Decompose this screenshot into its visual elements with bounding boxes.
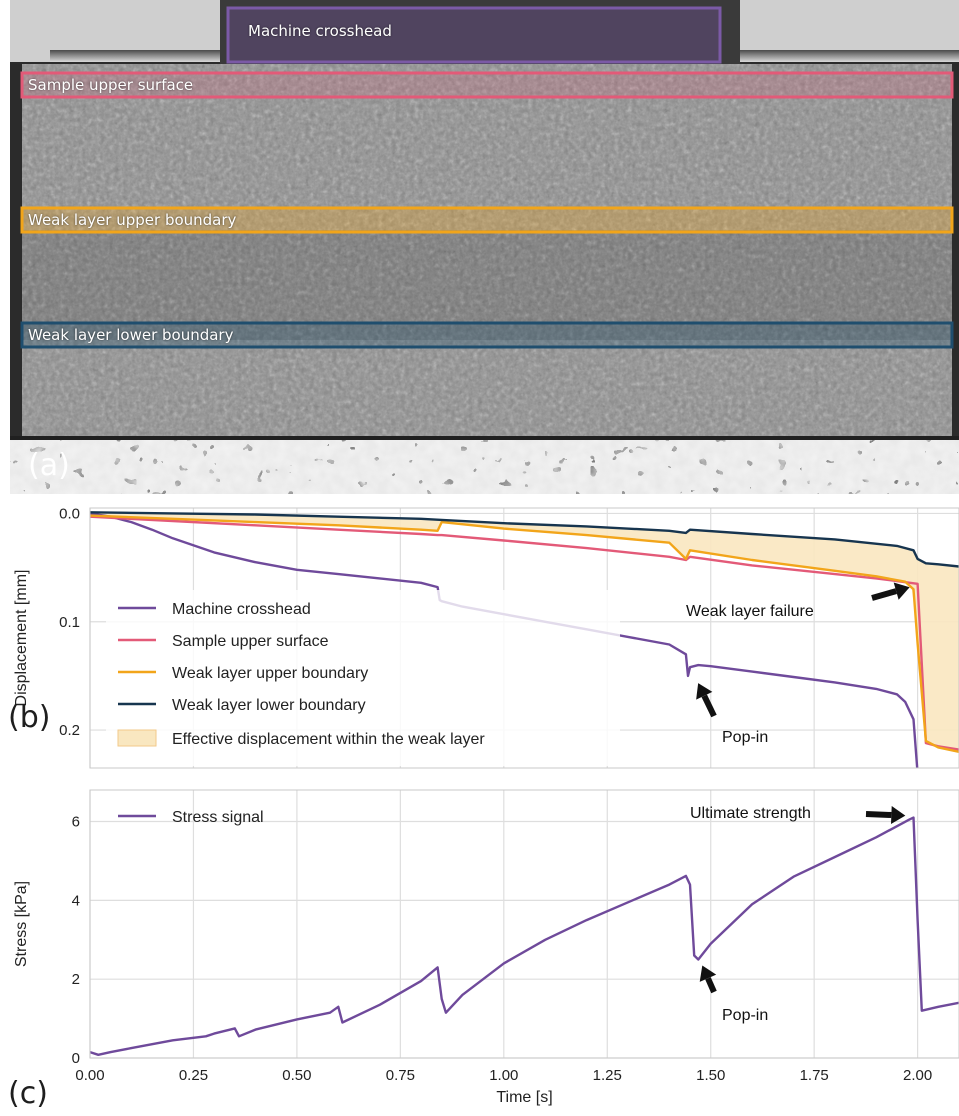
- c-ytick-label-1: 2: [72, 971, 80, 988]
- annotation-weak-layer-failure: Weak layer failure: [686, 603, 814, 620]
- arrow-pop-in-c: [699, 965, 717, 994]
- arrow-ultimate-strength: [865, 806, 906, 825]
- displacement-chart: 0.0 0.1 0.2 Displacement [mm] Machine cros…: [13, 505, 959, 769]
- roi-label-weak-upper: Weak layer upper boundary: [28, 211, 237, 229]
- panel-letter-b: (b): [8, 700, 51, 735]
- stress-lines: [90, 816, 959, 1056]
- stress-x-ticks: 0.00 0.25 0.50 0.75 1.00 1.25 1.50 1.75 2.00: [75, 1067, 932, 1084]
- c-ytick-label-0: 0: [72, 1050, 80, 1067]
- roi-label-weak-lower: Weak layer lower boundary: [28, 326, 234, 344]
- arrow-pop-in-c-head: [699, 965, 717, 982]
- sample-image-panel: Machine crosshead Sample upper surface W…: [10, 0, 959, 494]
- b-legend-bg: [106, 590, 620, 766]
- annotation-ultimate-strength: Ultimate strength: [690, 805, 811, 822]
- displacement-y-ticks: 0.0 0.1 0.2: [59, 505, 80, 739]
- c-xtick-label-2: 0.50: [282, 1067, 311, 1084]
- b-ytick-label-1: 0.1: [59, 614, 80, 631]
- series-line-weak-lower: [90, 511, 959, 568]
- legend-label-weak-lower: Weak layer lower boundary: [172, 697, 366, 714]
- c-xtick-label-7: 1.75: [800, 1067, 829, 1084]
- series-line-stress: [90, 816, 959, 1056]
- c-xtick-label-6: 1.50: [696, 1067, 725, 1084]
- stress-y-label: Stress [kPa]: [13, 881, 30, 967]
- arrow-ultimate-strength-shaft: [865, 811, 892, 819]
- stress-chart: 0 2 4 6 0.00 0.25 0.50 0.75 1.00 1.25 1.50 1.75 2.0…: [13, 789, 959, 1106]
- legend-label-fill: Effective displacement within the weak l…: [172, 731, 485, 748]
- stress-grid: [89, 790, 959, 1059]
- annotation-pop-in-c: Pop-in: [722, 1007, 768, 1024]
- time-x-label: Time [s]: [496, 1089, 552, 1106]
- arrow-ultimate-strength-head: [890, 806, 906, 825]
- legend-label-stress: Stress signal: [172, 809, 264, 826]
- stress-plot-frame: [89, 789, 959, 1059]
- arrow-weak-layer-failure-head: [893, 582, 910, 600]
- c-xtick-label-4: 1.00: [489, 1067, 518, 1084]
- c-ytick-label-2: 4: [72, 892, 80, 909]
- legend-label-upper-surface: Sample upper surface: [172, 633, 329, 650]
- c-xtick-label-5: 1.25: [593, 1067, 622, 1084]
- roi-weak-upper-box: [20, 206, 954, 234]
- arrow-pop-in-b: [696, 683, 717, 718]
- arrow-weak-layer-failure: [871, 582, 910, 601]
- c-xtick-label-8: 2.00: [903, 1067, 932, 1084]
- series-line-upper-surface: [90, 515, 959, 751]
- arrow-weak-layer-failure-shaft: [871, 588, 897, 601]
- roi-upper-surface-box: [20, 71, 954, 99]
- legend-label-crosshead: Machine crosshead: [172, 601, 311, 618]
- arrow-pop-in-c-shaft: [705, 977, 717, 994]
- charts-area: 0.0 0.1 0.2 Displacement [mm] Machine cros…: [13, 505, 959, 1106]
- panel-letter-c: (c): [8, 1076, 48, 1111]
- c-xtick-label-1: 0.25: [179, 1067, 208, 1084]
- stress-annotations: Ultimate strength Pop-in: [690, 805, 906, 1024]
- sample-photo: [10, 0, 959, 494]
- c-xtick-label-0: 0.00: [75, 1067, 104, 1084]
- legend-swatch-fill: [117, 729, 157, 747]
- c-xtick-label-3: 0.75: [386, 1067, 415, 1084]
- stress-legend: Stress signal: [118, 809, 264, 826]
- arrow-pop-in-b-shaft: [701, 694, 717, 718]
- displacement-annotations: Weak layer failure Pop-in: [686, 582, 910, 746]
- legend-label-weak-upper: Weak layer upper boundary: [172, 665, 368, 682]
- roi-weak-lower-box: [20, 321, 954, 349]
- displacement-legend: Machine crosshead Sample upper surface Wea…: [106, 590, 620, 766]
- displacement-plot-frame: [89, 507, 959, 769]
- displacement-y-label: Displacement [mm]: [13, 570, 30, 707]
- b-ytick-label-0: 0.0: [59, 505, 80, 522]
- arrow-pop-in-b-head: [696, 683, 713, 700]
- roi-label-upper-surface: Sample upper surface: [28, 76, 194, 94]
- b-ytick-label-2: 0.2: [59, 722, 80, 739]
- stress-y-ticks: 0 2 4 6: [72, 814, 80, 1067]
- c-ytick-label-3: 6: [72, 814, 80, 831]
- roi-crosshead-box: [226, 6, 722, 64]
- roi-label-crosshead: Machine crosshead: [248, 22, 392, 40]
- annotation-pop-in-b: Pop-in: [722, 729, 768, 746]
- series-line-weak-upper: [90, 514, 959, 753]
- panel-letter-a: (a): [28, 448, 70, 483]
